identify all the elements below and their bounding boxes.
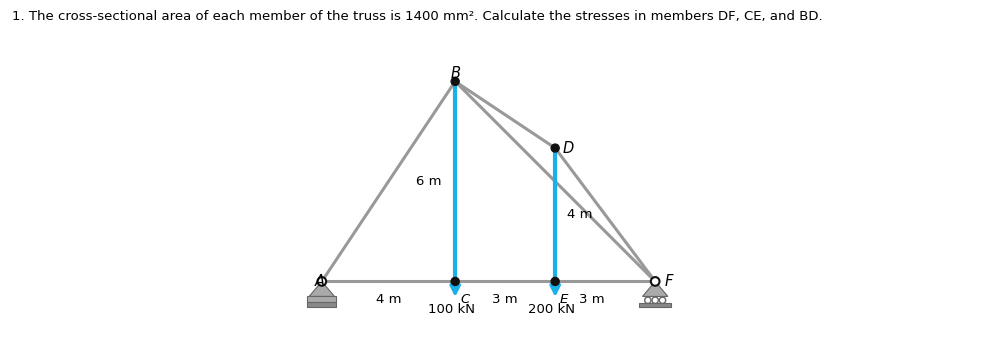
Polygon shape <box>309 282 334 296</box>
Circle shape <box>644 297 651 304</box>
Circle shape <box>451 77 458 86</box>
Bar <box>307 296 336 303</box>
Circle shape <box>650 277 659 286</box>
Text: 200 kN: 200 kN <box>528 303 575 316</box>
Text: A: A <box>315 274 324 289</box>
Circle shape <box>550 144 559 152</box>
Text: D: D <box>562 140 573 156</box>
Text: 1. The cross-sectional area of each member of the truss is 1400 mm². Calculate t: 1. The cross-sectional area of each memb… <box>12 10 821 23</box>
Text: B: B <box>450 66 459 81</box>
Circle shape <box>652 297 658 304</box>
Bar <box>639 304 670 307</box>
Text: 3 m: 3 m <box>579 293 604 306</box>
Bar <box>307 303 336 307</box>
Text: F: F <box>664 274 672 289</box>
Text: 6 m: 6 m <box>416 175 442 188</box>
Text: 4 m: 4 m <box>376 293 401 306</box>
Circle shape <box>550 277 559 285</box>
Circle shape <box>317 277 325 286</box>
Text: 100 kN: 100 kN <box>428 303 475 316</box>
Text: C: C <box>459 293 469 306</box>
Circle shape <box>451 277 458 285</box>
Text: 4 m: 4 m <box>566 208 592 221</box>
Text: 3 m: 3 m <box>492 293 518 306</box>
Polygon shape <box>642 282 668 296</box>
Text: E: E <box>559 293 567 306</box>
Circle shape <box>659 297 665 304</box>
